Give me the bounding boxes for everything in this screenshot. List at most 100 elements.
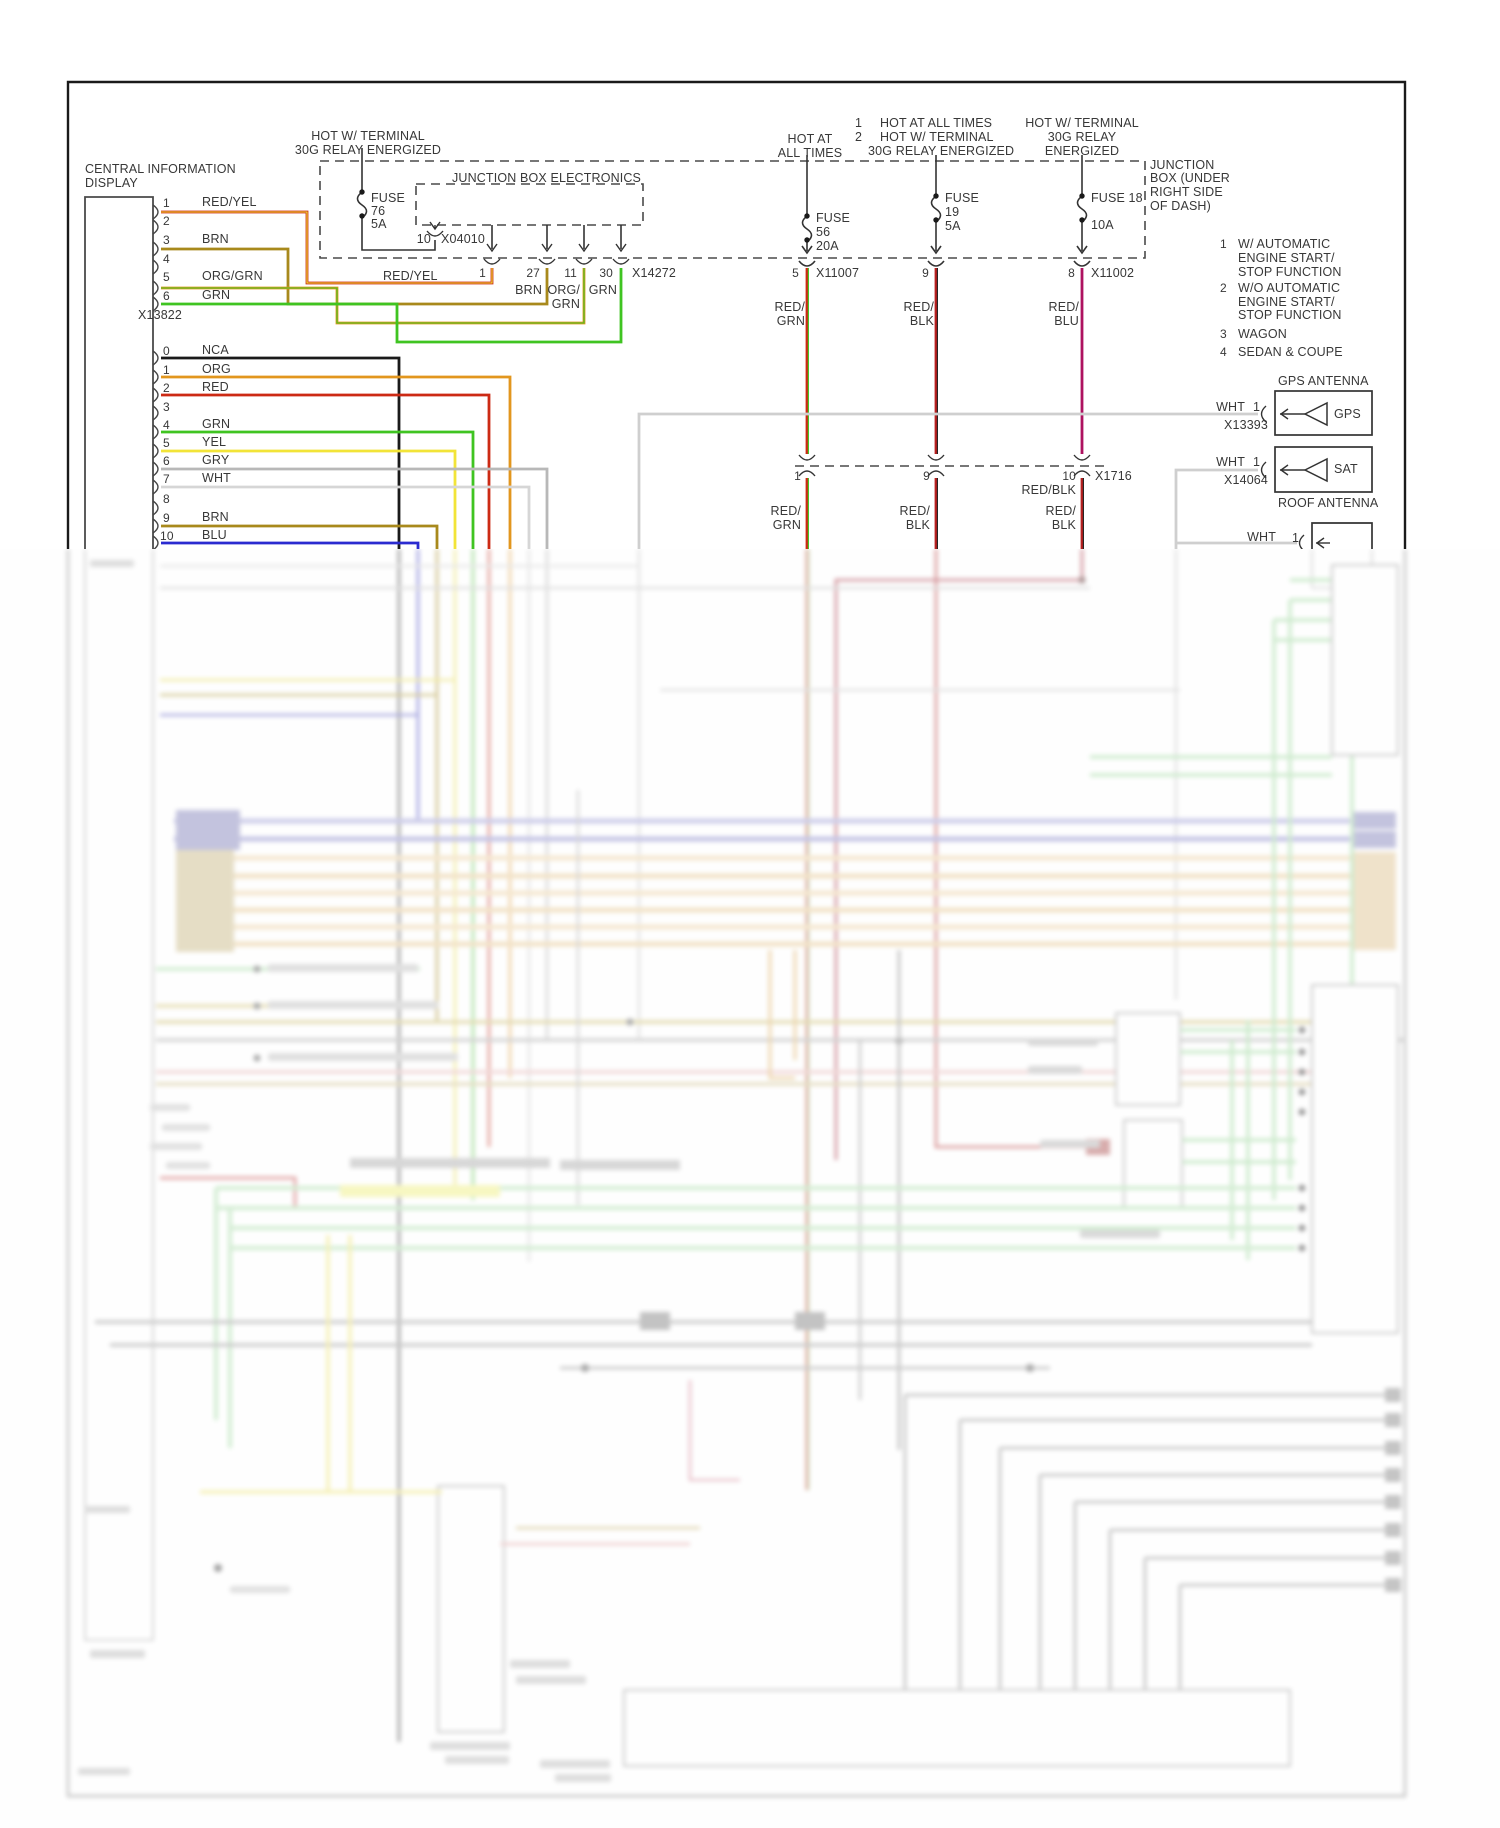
feed3-text3: 30G RELAY ENERGIZED <box>868 144 1015 158</box>
wire-blu <box>161 541 420 549</box>
roof-antenna-title: ROOF ANTENNA <box>1278 496 1379 510</box>
feed3-text1: HOT AT ALL TIMES <box>880 116 993 130</box>
gps-box-label: GPS <box>1334 407 1361 421</box>
cid-pin-b7: 7 <box>163 472 170 486</box>
below-redgrn-a: RED/ <box>770 504 801 518</box>
gps-antenna-circuit <box>637 390 1373 549</box>
x14272-pin11-wire1: ORG/ <box>547 283 580 297</box>
fuse18-l1: FUSE 18 <box>1091 191 1143 205</box>
jb-note-l3: RIGHT SIDE <box>1150 185 1223 199</box>
power-distribution-box <box>319 160 1146 259</box>
redblu-label-3b: BLU <box>1054 314 1079 328</box>
feed1-line2: 30G RELAY ENERGIZED <box>294 143 442 157</box>
fuse76-l2: 76 <box>371 204 386 218</box>
feed4-line3: ENERGIZED <box>1044 144 1120 158</box>
wire-org-grn <box>161 268 586 325</box>
roof-wire-label: WHT <box>1247 530 1276 544</box>
below-redgrn-b: GRN <box>772 518 801 532</box>
wire-grn <box>161 268 623 344</box>
wire-red <box>161 393 491 549</box>
sat-antenna-circuit <box>1174 446 1373 549</box>
roof-antenna-circuit <box>1298 522 1373 552</box>
redblu-label-3a: RED/ <box>1048 300 1079 314</box>
x14272-pin30-wire: GRN <box>588 283 617 297</box>
x11007-pin: 5 <box>792 266 799 280</box>
legend-2-l1: W/O AUTOMATIC <box>1238 281 1341 295</box>
x1716-connector-label: X1716 <box>1095 469 1132 483</box>
cid-pin-b0: 0 <box>163 344 170 358</box>
x14272-pin30: 30 <box>599 266 613 280</box>
legend-4-num: 4 <box>1220 345 1227 359</box>
x1716-pin9: 9 <box>923 469 930 483</box>
wire-red-grn-power <box>805 268 809 549</box>
legend-1-l2: ENGINE START/ <box>1238 251 1335 265</box>
legend-2-l2: ENGINE START/ <box>1238 295 1335 309</box>
below-redblk-a: RED/ <box>899 504 930 518</box>
wire-red-blk-power <box>934 268 938 549</box>
fuse18-l2: 10A <box>1091 218 1114 232</box>
legend-1-num: 1 <box>1220 237 1227 251</box>
fuse19-l1: FUSE <box>945 191 979 205</box>
jbe-connector: X04010 <box>441 232 485 246</box>
redblk-label-2b: BLK <box>909 314 934 328</box>
legend-3-num: 3 <box>1220 327 1227 341</box>
fuse56-l1: FUSE <box>816 211 850 225</box>
x14272-pin11: 11 <box>564 266 577 280</box>
feed3-num1: 1 <box>855 116 863 130</box>
wire-nca <box>161 356 401 549</box>
cid-pin-b1-wire: ORG <box>202 362 231 376</box>
fuse-19 <box>927 155 945 267</box>
legend-2-l3: STOP FUNCTION <box>1238 308 1342 322</box>
cid-pin-b0-wire: NCA <box>202 343 229 357</box>
feed4-line2: 30G RELAY <box>1047 130 1117 144</box>
fuse-56 <box>798 155 816 267</box>
redblk-label-2a: RED/ <box>903 300 934 314</box>
cid-pin-b6: 6 <box>163 454 170 468</box>
cid-pin-b9-wire: BRN <box>202 510 229 524</box>
cid-pin-b4: 4 <box>163 418 170 432</box>
redgrn-label-1b: GRN <box>776 314 805 328</box>
sat-connector-label: X14064 <box>1224 473 1268 487</box>
fuse56-l3: 20A <box>816 239 839 253</box>
fuse-18 <box>1073 155 1091 267</box>
x1716-connector-row <box>795 454 1105 477</box>
fuse19-l2: 19 <box>945 205 960 219</box>
cid-pin-a5: 5 <box>163 270 170 284</box>
x14272-connector-label: X14272 <box>632 266 676 280</box>
roof-pin-label: 1 <box>1292 531 1300 545</box>
gps-pin-label: 1 <box>1253 400 1261 414</box>
cid-pin-a6-wire: GRN <box>202 288 231 302</box>
x1716-pin10: 10 <box>1062 469 1076 483</box>
cid-pin-b2: 2 <box>163 381 170 395</box>
page-frame <box>66 80 1407 549</box>
wire-red-yel-run-label: RED/YEL <box>383 269 438 283</box>
legend-1-l1: W/ AUTOMATIC <box>1238 237 1331 251</box>
wire-red-blu-power <box>1080 268 1084 549</box>
cid-pin-a2: 2 <box>163 214 170 228</box>
x14272-pin27: 27 <box>526 266 540 280</box>
cid-title-line1: CENTRAL INFORMATION <box>85 162 236 176</box>
junction-box-electronics-box <box>415 183 644 226</box>
blurred-diagram-content <box>0 549 1500 1828</box>
legend-1-l3: STOP FUNCTION <box>1238 265 1342 279</box>
cid-pin-b10-wire: BLU <box>202 528 227 542</box>
wire-org <box>161 375 512 549</box>
wire-red-yel <box>161 210 494 285</box>
fuse-76 <box>356 148 436 251</box>
cid-pin-a5-wire: ORG/GRN <box>202 269 263 283</box>
feed2-line1: HOT AT <box>787 132 833 146</box>
wire-gry <box>161 467 549 549</box>
legend-3-l1: WAGON <box>1238 327 1287 341</box>
feed2-line2: ALL TIMES <box>777 146 843 160</box>
feed3-text2: HOT W/ TERMINAL <box>880 130 994 144</box>
cid-pin-b2-wire: RED <box>202 380 229 394</box>
sat-box-label: SAT <box>1334 462 1358 476</box>
sat-pin-label: 1 <box>1253 455 1261 469</box>
cid-title-line2: DISPLAY <box>85 176 138 190</box>
below-redblk-b: BLK <box>905 518 930 532</box>
jb-note-l4: OF DASH) <box>1150 199 1211 213</box>
jb-note-l1: JUNCTION <box>1150 158 1215 172</box>
cid-connector-box <box>84 196 154 549</box>
cid-pin-b5-wire: YEL <box>202 435 227 449</box>
cid-pin-a1-wire: RED/YEL <box>202 195 257 209</box>
